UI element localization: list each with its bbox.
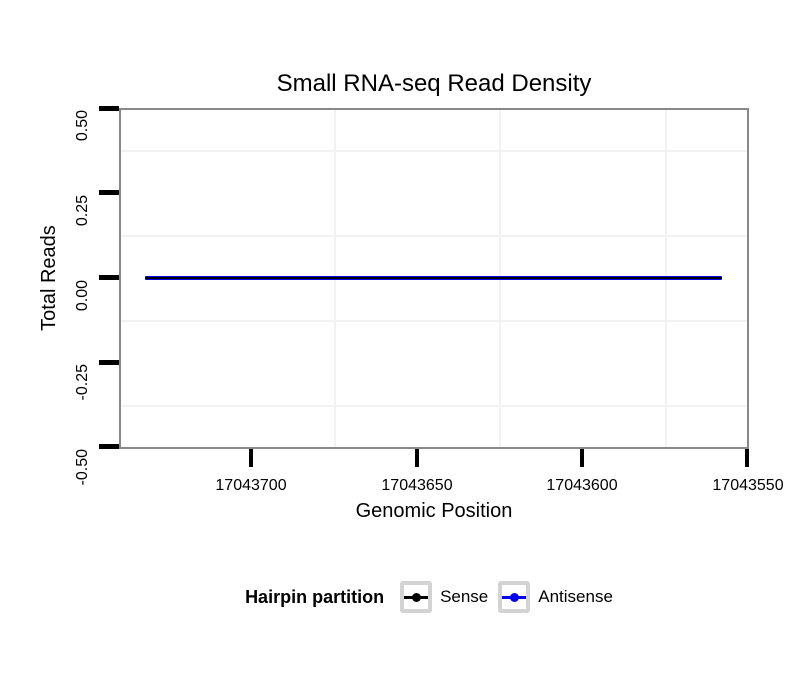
legend-title: Hairpin partition — [245, 586, 385, 607]
x-tick-label: 17043650 — [381, 477, 453, 494]
antisense-series-line — [145, 276, 722, 280]
y-tick-mark — [99, 106, 119, 111]
x-tick-mark — [580, 449, 584, 467]
y-axis-title: Total Reads — [38, 225, 60, 331]
legend: Hairpin partition Sense Antisense — [119, 580, 749, 614]
antisense-point-glyph-icon — [509, 592, 519, 602]
y-tick-mark — [99, 444, 119, 449]
x-tick-label: 17043700 — [215, 477, 287, 494]
sense-point-glyph-icon — [411, 592, 421, 602]
y-tick-mark — [99, 360, 119, 365]
x-tick-mark — [249, 449, 253, 467]
x-axis-title: Genomic Position — [355, 500, 513, 522]
y-tick-label: 0.00 — [74, 280, 91, 312]
legend-label-antisense: Antisense — [538, 587, 613, 606]
y-tick-label: 0.25 — [74, 195, 91, 227]
minor-gridline-h — [121, 320, 747, 322]
y-tick-mark — [99, 275, 119, 280]
minor-gridline-h — [121, 235, 747, 237]
plot-panel — [119, 108, 749, 449]
y-tick-mark — [99, 190, 119, 195]
y-tick-label: -0.50 — [74, 449, 91, 486]
x-tick-mark — [745, 449, 749, 467]
minor-gridline-h — [121, 150, 747, 152]
antisense-legend-key-icon — [498, 581, 531, 613]
plot-title: Small RNA-seq Read Density — [276, 70, 592, 97]
x-tick-label: 17043600 — [546, 477, 618, 494]
minor-gridline-h — [121, 405, 747, 407]
sense-legend-key-icon — [400, 581, 433, 613]
x-tick-mark — [415, 449, 419, 467]
y-tick-label: 0.50 — [74, 110, 91, 142]
x-tick-label: 17043550 — [712, 477, 784, 494]
y-tick-label: -0.25 — [74, 364, 91, 401]
legend-label-sense: Sense — [440, 587, 489, 606]
sense-series-line — [145, 277, 722, 279]
